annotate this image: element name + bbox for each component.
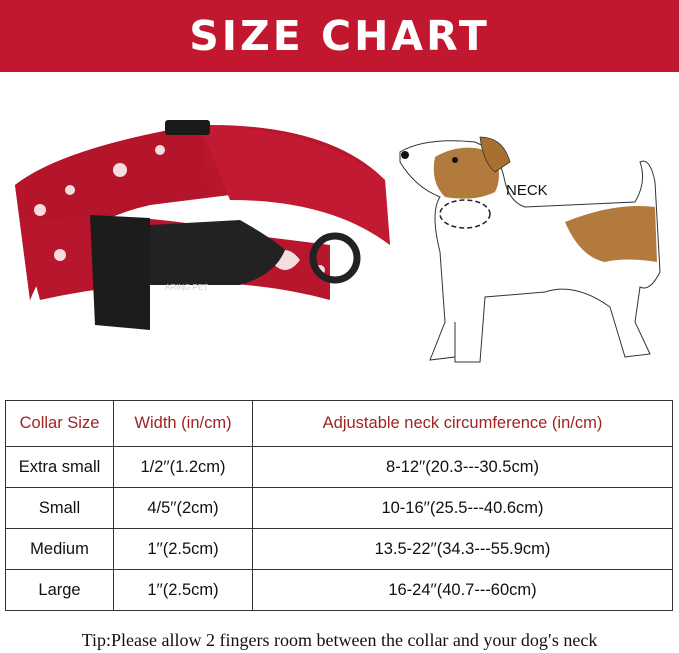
brand-text: ARING PET [165,283,208,292]
cell-width: 1/2′′(1.2cm) [113,446,253,488]
cell-neck: 16-24′′(40.7---60cm) [252,569,673,611]
table-header-row: Collar Size Width (in/cm) Adjustable nec… [5,400,673,447]
table-row: Extra small 1/2′′(1.2cm) 8-12′′(20.3---3… [5,446,673,488]
cell-size: Small [5,487,114,529]
header-neck: Adjustable neck circumference (in/cm) [252,400,673,447]
page-title: SIZE CHART [189,12,490,60]
cell-neck: 8-12′′(20.3---30.5cm) [252,446,673,488]
neck-measure-arrow-icon [439,199,491,229]
title-banner: SIZE CHART [0,0,679,72]
cell-size: Medium [5,528,114,570]
buckle-male-icon [150,220,285,285]
cell-size: Extra small [5,446,114,488]
cell-width: 1′′(2.5cm) [113,569,253,611]
table-row: Medium 1′′(2.5cm) 13.5-22′′(34.3---55.9c… [5,528,673,570]
d-ring-icon [309,232,361,284]
table-row: Small 4/5′′(2cm) 10-16′′(25.5---40.6cm) [5,487,673,529]
cell-width: 4/5′′(2cm) [113,487,253,529]
tip-text: Tip:Please allow 2 fingers room between … [81,630,598,650]
table-row: Large 1′′(2.5cm) 16-24′′(40.7---60cm) [5,569,673,611]
cell-neck: 10-16′′(25.5---40.6cm) [252,487,673,529]
cell-neck: 13.5-22′′(34.3---55.9cm) [252,528,673,570]
cell-width: 1′′(2.5cm) [113,528,253,570]
header-collar-size: Collar Size [5,400,114,447]
neck-label: NECK [506,182,548,199]
cell-size: Large [5,569,114,611]
buckle-female-icon [90,215,150,330]
size-table: Collar Size Width (in/cm) Adjustable nec… [5,400,673,611]
header-width: Width (in/cm) [113,400,253,447]
dog-diagram [399,136,661,363]
collar-image: ARING PET [15,120,390,330]
